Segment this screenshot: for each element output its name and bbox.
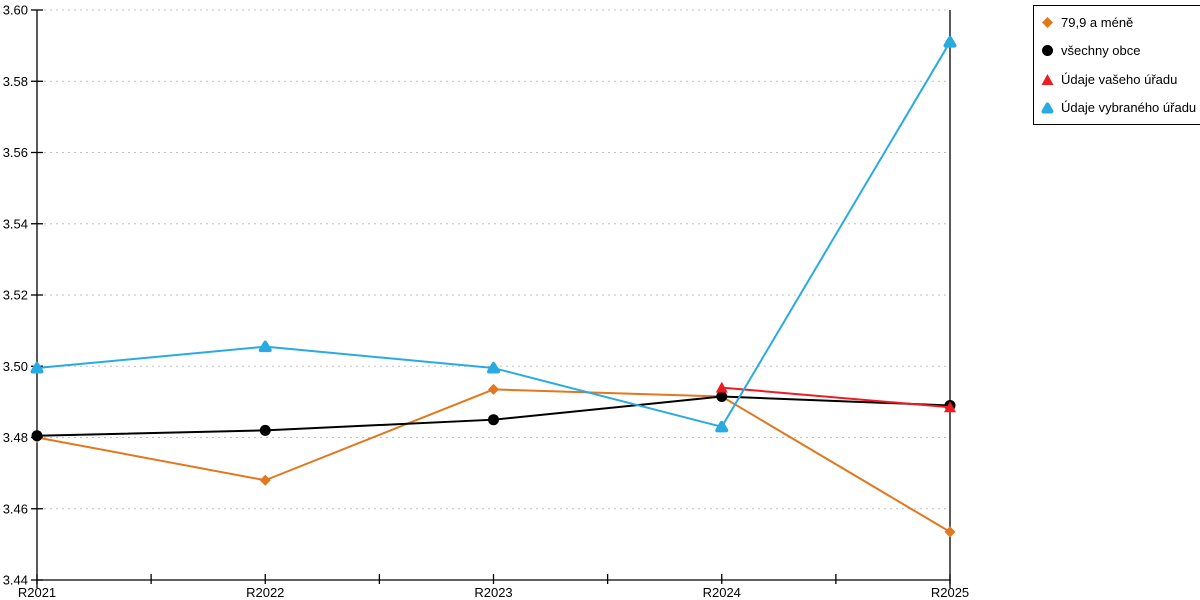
- legend-item-3: Údaje vybraného úřadu: [1041, 94, 1196, 123]
- legend-item-0: 79,9 a méně: [1041, 8, 1196, 37]
- legend-marker-circle-icon: [1042, 45, 1053, 57]
- x-axis-tick-label: R2021: [18, 585, 56, 600]
- legend-label: všechny obce: [1061, 43, 1141, 59]
- data-point-marker: [944, 526, 956, 538]
- legend-item-2: Údaje vašeho úřadu: [1041, 65, 1196, 94]
- data-point-marker: [259, 474, 271, 486]
- legend-label: Údaje vašeho úřadu: [1061, 71, 1178, 87]
- data-point-marker: [944, 401, 956, 413]
- y-axis-tick-label: 3.58: [3, 74, 28, 89]
- data-point-marker: [488, 414, 499, 426]
- data-point-marker: [715, 381, 728, 393]
- x-axis-tick-label: R2022: [246, 585, 284, 600]
- data-point-marker: [31, 430, 43, 442]
- series-line: [721, 386, 951, 409]
- legend-label: Údaje vybraného úřadu: [1061, 100, 1197, 116]
- series-line: [36, 388, 951, 533]
- data-point-marker: [715, 420, 729, 433]
- y-axis-tick-label: 3.44: [3, 573, 28, 588]
- y-axis-tick-label: 3.48: [3, 430, 28, 445]
- series-3: [30, 36, 957, 433]
- x-axis-tick-label: R2025: [931, 585, 969, 600]
- legend-label: 79,9 a méně: [1061, 14, 1134, 30]
- data-point-marker: [943, 36, 957, 48]
- x-axis-tick-label: R2024: [703, 585, 741, 600]
- y-axis-tick-label: 3.60: [3, 3, 28, 18]
- legend-item-1: všechny obce: [1041, 37, 1196, 66]
- x-axis-tick-label: R2023: [474, 585, 512, 600]
- legend-marker-diamond-icon: [1042, 16, 1053, 28]
- legend-marker-triangle-icon: [1041, 73, 1054, 85]
- y-axis-tick-label: 3.52: [3, 288, 28, 303]
- y-axis-tick-label: 3.54: [3, 216, 28, 231]
- y-axis-tick-label: 3.50: [3, 359, 28, 374]
- legend-marker-triangle-rounded-icon: [1041, 102, 1054, 114]
- data-point-marker: [716, 391, 728, 403]
- series-2: [715, 381, 956, 413]
- data-point-marker: [488, 383, 499, 395]
- data-point-marker: [487, 362, 500, 374]
- data-point-marker: [30, 362, 44, 374]
- y-axis-tick-label: 3.46: [3, 501, 28, 516]
- series-1: [31, 391, 956, 442]
- chart-legend: 79,9 a méně všechny obce Údaje vašeho úřad…: [1033, 5, 1200, 125]
- data-point-marker: [258, 340, 272, 353]
- y-axis-tick-label: 3.56: [3, 145, 28, 160]
- series-0: [31, 383, 956, 538]
- data-point-marker: [259, 424, 271, 436]
